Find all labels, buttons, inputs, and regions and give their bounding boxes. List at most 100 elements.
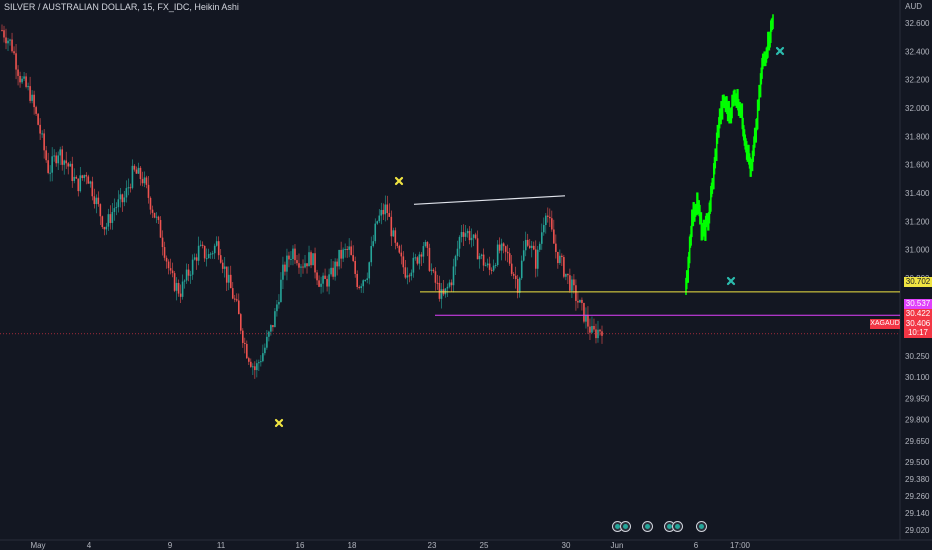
candle-body xyxy=(286,255,288,272)
economic-event-icon[interactable] xyxy=(620,521,631,532)
candle-body xyxy=(47,160,49,173)
candle-body xyxy=(45,150,47,161)
candle-body xyxy=(135,169,138,174)
candle-body xyxy=(376,221,379,224)
candle-body xyxy=(304,263,306,268)
candle-body xyxy=(189,274,192,276)
candle-body xyxy=(398,246,401,253)
candle-body xyxy=(195,257,198,261)
candle-body xyxy=(19,75,21,83)
y-tick-label: 31.800 xyxy=(905,132,930,141)
candle-body xyxy=(368,262,371,279)
candle-body xyxy=(77,178,80,192)
candle-body xyxy=(344,248,346,250)
candle-body xyxy=(390,216,393,237)
candle-body xyxy=(302,266,304,268)
candle-body xyxy=(15,53,17,70)
candle-body xyxy=(205,258,208,260)
candle-body xyxy=(258,362,260,364)
candle-body xyxy=(526,239,529,246)
candle-body xyxy=(81,175,84,179)
candle-body xyxy=(127,187,130,189)
candle-body xyxy=(374,223,377,242)
x-tick-label: 16 xyxy=(296,541,305,550)
axis-unit-label: AUD xyxy=(905,2,922,11)
candle-body xyxy=(71,163,74,181)
candle-body xyxy=(446,286,449,289)
candle-body xyxy=(125,188,128,198)
candle-body xyxy=(197,245,200,261)
y-tick-label: 32.200 xyxy=(905,76,930,85)
candle-body xyxy=(276,304,278,312)
x-tick-label: 23 xyxy=(428,541,437,550)
candle-body xyxy=(320,283,322,287)
candle-body xyxy=(364,280,367,282)
candle-body xyxy=(336,261,338,267)
candle-body xyxy=(406,275,409,278)
candle-body xyxy=(426,241,429,248)
y-tick-label: 31.200 xyxy=(905,217,930,226)
candle-body xyxy=(115,207,118,209)
economic-event-icon[interactable] xyxy=(672,521,683,532)
candle-body xyxy=(510,263,513,274)
candle-body xyxy=(201,244,204,246)
candle-body xyxy=(97,197,100,205)
candle-body xyxy=(571,279,573,291)
candle-body xyxy=(21,78,23,83)
candle-body xyxy=(169,268,172,271)
candle-body xyxy=(215,241,218,246)
candle-body xyxy=(159,220,162,238)
candle-body xyxy=(506,251,509,254)
candle-body xyxy=(161,237,164,248)
candle-body xyxy=(591,325,593,333)
candle-body xyxy=(422,246,425,257)
candle-body xyxy=(13,51,15,54)
candle-body xyxy=(191,259,194,275)
candle-body xyxy=(448,282,451,287)
candle-body xyxy=(553,229,555,244)
candle-body xyxy=(420,254,423,257)
candle-body xyxy=(326,278,328,287)
y-tick-label: 29.950 xyxy=(905,394,930,403)
candle-body xyxy=(183,280,186,282)
candle-body xyxy=(53,155,55,157)
candle-body xyxy=(109,214,112,223)
economic-event-icon[interactable] xyxy=(642,521,653,532)
candle-body xyxy=(322,275,324,284)
candle-body xyxy=(587,314,589,327)
candle-body xyxy=(85,175,88,177)
candle-body xyxy=(338,249,340,267)
candle-body xyxy=(211,253,214,255)
candle-body xyxy=(69,163,72,167)
x-tick-label: 11 xyxy=(217,541,226,550)
candle-body xyxy=(524,239,527,251)
candle-body xyxy=(540,232,543,244)
candle-body xyxy=(400,252,403,257)
y-tick-label: 29.260 xyxy=(905,492,930,501)
economic-event-icon[interactable] xyxy=(696,521,707,532)
candle-body xyxy=(595,329,597,339)
candle-body xyxy=(450,282,453,286)
candle-body xyxy=(137,167,140,174)
candle-body xyxy=(117,199,120,208)
candle-body xyxy=(372,241,375,247)
candle-body xyxy=(155,216,158,218)
candle-body xyxy=(139,167,142,180)
candle-body xyxy=(171,270,174,274)
candle-body xyxy=(256,363,258,371)
upper-price-label: 30.422 xyxy=(904,309,932,319)
candle-body xyxy=(246,343,248,359)
candle-body xyxy=(474,234,477,239)
candle-body xyxy=(288,255,290,260)
teal-x-marker-icon xyxy=(775,46,785,56)
candle-body xyxy=(151,209,154,213)
candle-body xyxy=(103,227,106,230)
candle-body xyxy=(129,187,132,189)
y-tick-label: 31.000 xyxy=(905,246,930,255)
candle-body xyxy=(242,330,244,343)
candle-body xyxy=(9,39,11,41)
candle-body xyxy=(231,288,234,299)
x-tick-label: 17:00 xyxy=(730,541,751,550)
